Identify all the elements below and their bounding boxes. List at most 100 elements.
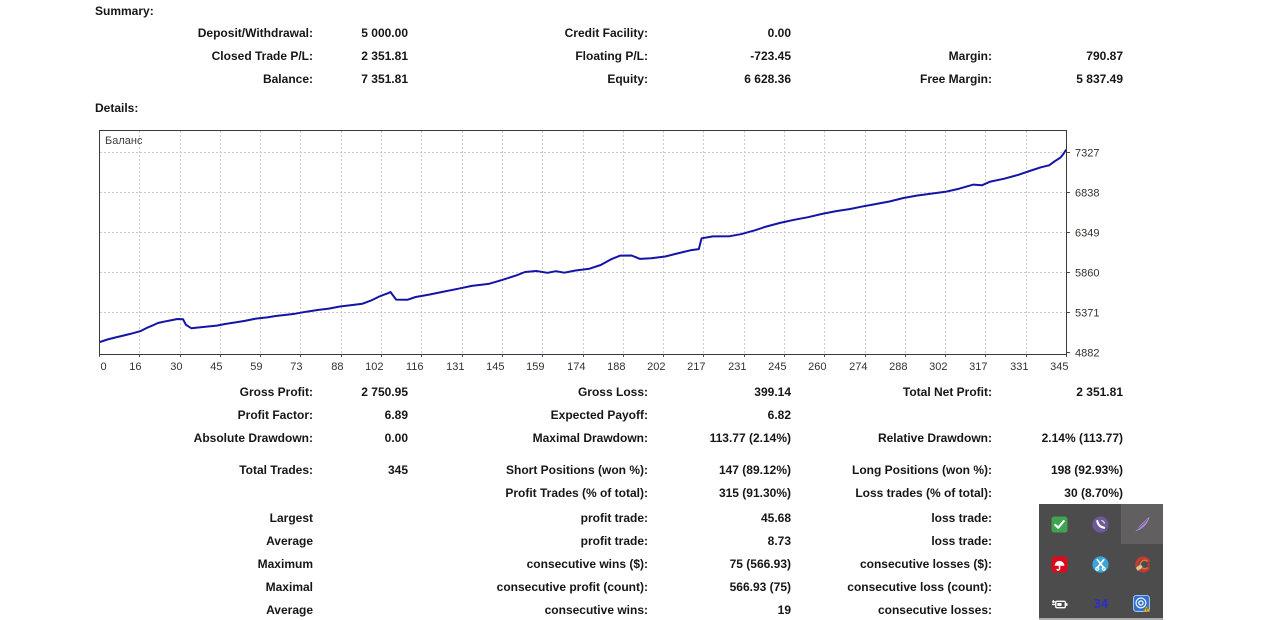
stat-label: Profit Factor: [237,408,313,422]
svg-text:245: 245 [768,361,786,373]
stat-value [313,553,408,576]
stat-label: Gross Profit: [239,385,313,399]
stat-value: 2 750.95 [361,385,408,399]
stat-label: Margin: [948,49,992,63]
stat-value: 0.00 [384,431,408,445]
stat-label [791,404,992,427]
stat-label: Relative Drawdown: [877,431,992,445]
stat-label: Profit Trades (% of total): [505,486,648,500]
stat-value: 6.82 [767,408,791,422]
stat-value: 5 837.49 [1076,72,1123,86]
stat-label: loss trade: [931,511,992,525]
table-row: Average profit trade: 8.73 loss trade: [0,530,1140,553]
stat-value: 5 000.00 [361,26,408,40]
stat-label: Loss trades (% of total): [855,486,992,500]
stat-value: -723.45 [750,49,791,63]
stat-label: Deposit/Withdrawal: [197,26,313,40]
summary-table: Deposit/Withdrawal: 5 000.00 Credit Facili… [0,22,1140,91]
network-alert-icon[interactable] [1122,584,1163,620]
table-row: Maximal consecutive profit (count): 566.93… [0,576,1140,599]
stat-label: Maximal [265,580,313,594]
stat-value: 315 (91.30%) [718,486,791,500]
svg-text:131: 131 [446,361,464,373]
avira-antivirus-icon[interactable] [1039,544,1080,584]
stat-value: 6 628.36 [744,72,791,86]
svg-text:88: 88 [331,361,343,373]
tray-icon-grid: 34 [1039,504,1163,620]
table-row: Total Trades: 345 Short Positions (won %):… [0,459,1140,482]
stat-label [0,482,313,505]
svg-text:45: 45 [210,361,222,373]
stat-value: 2 351.81 [1076,385,1123,399]
stat-label: Maximal Drawdown: [532,431,648,445]
stat-value: 7 351.81 [361,72,408,86]
details-table-extremes: Largest profit trade: 45.68 loss trade: Aver… [0,507,1140,620]
stat-value [313,576,408,599]
svg-text:302: 302 [929,361,947,373]
stat-label: Average [266,534,313,548]
svg-text:159: 159 [526,361,544,373]
stat-value: 0.00 [767,26,791,40]
stat-label: consecutive wins: [544,603,648,617]
svg-text:317: 317 [969,361,987,373]
stat-label: consecutive wins ($): [526,557,648,571]
stat-value: 45.68 [760,511,791,525]
svg-text:5371: 5371 [1075,308,1099,320]
details-table-trades: Total Trades: 345 Short Positions (won %):… [0,459,1140,505]
stat-label: Floating P/L: [575,49,648,63]
table-row: Average consecutive wins: 19 consecutive lo… [0,599,1140,620]
svg-text:6349: 6349 [1075,228,1099,240]
stat-value [313,507,408,530]
stat-value: 30 (8.70%) [1064,486,1123,500]
stat-label: profit trade: [580,534,648,548]
svg-text:345: 345 [1050,361,1068,373]
svg-text:231: 231 [728,361,746,373]
stat-value: 75 (566.93) [729,557,791,571]
feather-pen-icon[interactable] [1122,504,1163,544]
svg-text:30: 30 [170,361,182,373]
table-row: Closed Trade P/L: 2 351.81 Floating P/L: -7… [0,45,1140,68]
svg-text:174: 174 [567,361,585,373]
stat-label: Balance: [262,72,313,86]
table-row: Absolute Drawdown: 0.00 Maximal Drawdown: 1… [0,427,1140,450]
tray-overflow-popup: 34 [1039,504,1163,620]
stat-label: Total Trades: [239,463,313,477]
stat-value: 399.14 [754,385,791,399]
stat-label: Long Positions (won %): [852,463,992,477]
stat-label: consecutive loss (count): [847,580,992,594]
svg-text:73: 73 [290,361,302,373]
stat-label: consecutive losses: [877,603,992,617]
indicator-34-badge[interactable]: 34 [1080,584,1121,620]
svg-text:102: 102 [365,361,383,373]
green-check-icon[interactable] [1039,504,1080,544]
table-row: Gross Profit: 2 750.95 Gross Loss: 399.14 To… [0,381,1140,404]
stat-label: Maximum [257,557,313,571]
stat-label: Short Positions (won %): [506,463,648,477]
svg-text:16: 16 [129,361,141,373]
summary-heading: Summary: [95,4,154,18]
balance-chart-svg: 0 16 30 45 59 73 88 102 116 131 145 159 174 188 202 217… [98,130,1099,373]
svg-text:59: 59 [250,361,262,373]
balance-chart: 0 16 30 45 59 73 88 102 116 131 145 159 174 188 202 217… [98,130,1169,383]
battery-power-icon[interactable] [1039,584,1080,620]
stat-value: 113.77 (2.14%) [709,431,791,445]
svg-text:260: 260 [808,361,826,373]
stat-label: Closed Trade P/L: [211,49,313,63]
svg-text:274: 274 [849,361,867,373]
stat-label: consecutive losses ($): [859,557,992,571]
stat-label: Credit Facility: [564,26,648,40]
svg-text:Баланс: Баланс [105,135,143,147]
scissors-app-icon[interactable] [1080,544,1121,584]
svg-text:5860: 5860 [1075,268,1099,280]
table-row: Largest profit trade: 45.68 loss trade: [0,507,1140,530]
svg-text:331: 331 [1010,361,1028,373]
table-row: Maximum consecutive wins ($): 75 (566.93) c… [0,553,1140,576]
stat-label: Absolute Drawdown: [193,431,313,445]
stat-value: 147 (89.12%) [718,463,791,477]
svg-text:4882: 4882 [1075,348,1099,360]
cleaner-brush-icon[interactable] [1122,544,1163,584]
viber-phone-icon[interactable] [1080,504,1121,544]
svg-text:145: 145 [486,361,504,373]
svg-text:116: 116 [406,361,424,373]
